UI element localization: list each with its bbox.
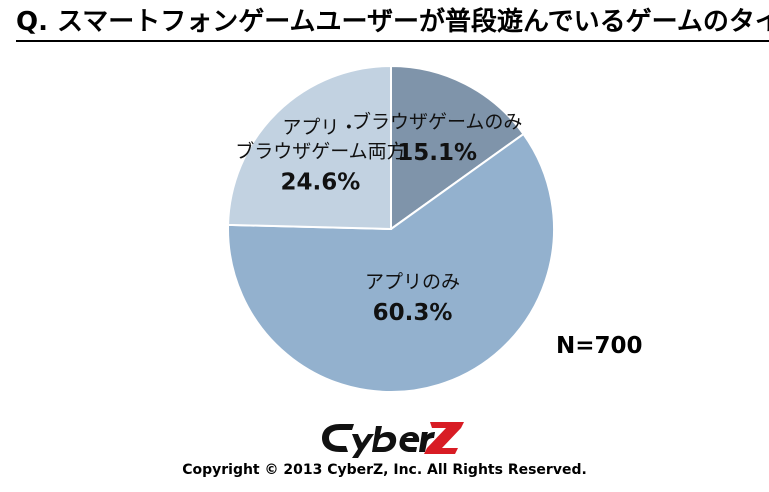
slice-value-2: 24.6%: [281, 170, 361, 196]
chart-title: Q. スマートフォンゲームユーザーが普段遊んでいるゲームのタイプ: [16, 6, 769, 42]
cyberz-logo: [322, 422, 464, 458]
slice-value-0: 15.1%: [397, 140, 477, 166]
slice-label-0-0: ブラウザゲームのみ: [352, 110, 522, 133]
copyright-text: Copyright © 2013 CyberZ, Inc. All Rights…: [182, 462, 587, 478]
pie-labels: ブラウザゲームのみ 15.1% アプリのみ 60.3% アプリ・ブラウザゲーム両方 24.…: [235, 110, 522, 326]
slice-label-2-0: アプリ・: [282, 117, 358, 139]
pie-slices: [227, 64, 555, 393]
slice-label-1-0: アプリのみ: [365, 271, 460, 293]
pie-slice-1: [227, 132, 555, 393]
pie-slice-0: [390, 64, 525, 231]
slice-value-1: 60.3%: [373, 300, 453, 326]
pie-slice-2: [227, 64, 392, 231]
sample-size-label: N=700: [556, 333, 643, 359]
slice-label-2-1: ブラウザゲーム両方: [235, 140, 405, 163]
